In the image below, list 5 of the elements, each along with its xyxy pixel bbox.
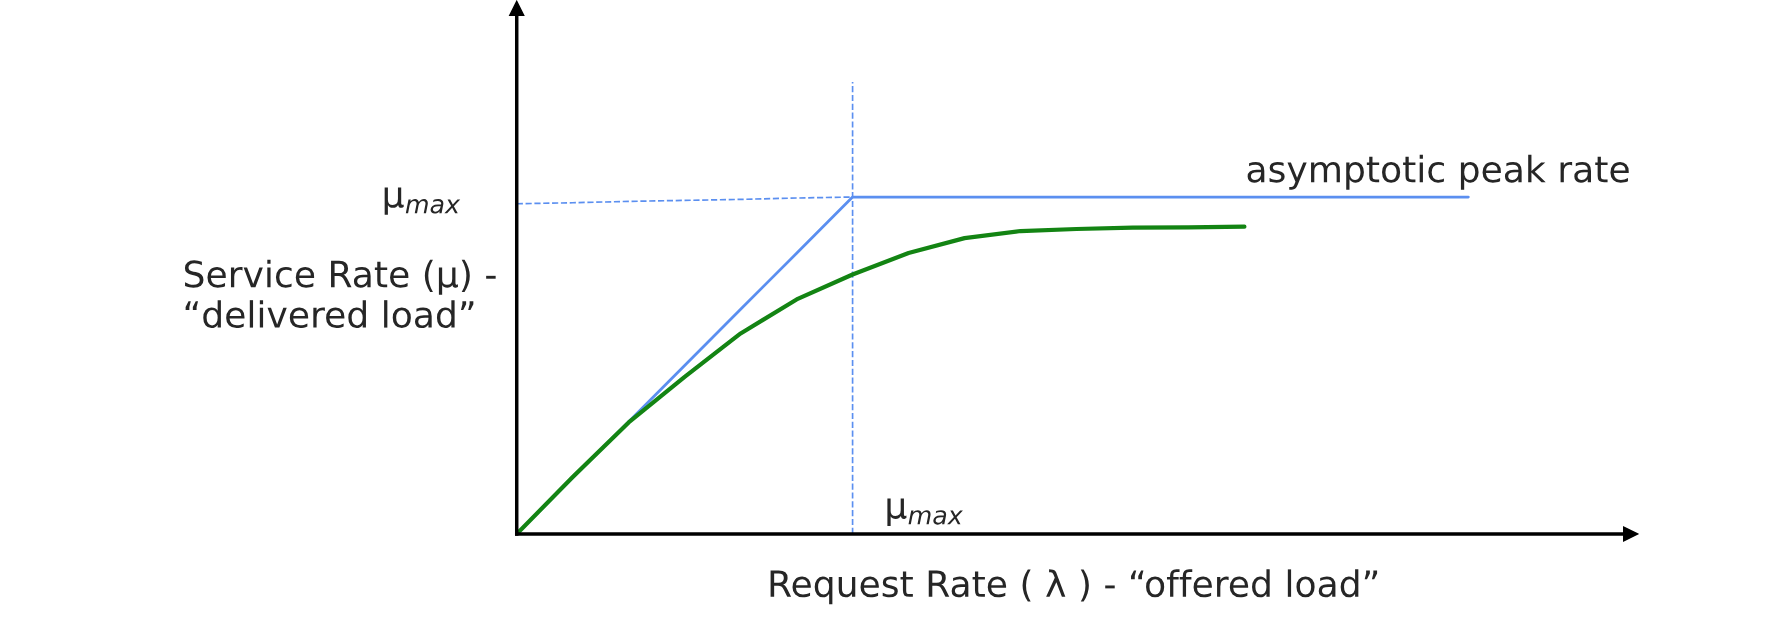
y-axis-title: Service Rate (μ) - “delivered load” [184,259,496,329]
text: asymptotic peak rate [1247,154,1629,190]
x-axis-title: Request Rate ( λ ) - “offered load” [770,569,1378,605]
text: μ$_{max}$ [384,187,461,215]
annotation: μ$_{max}$ [887,498,963,526]
